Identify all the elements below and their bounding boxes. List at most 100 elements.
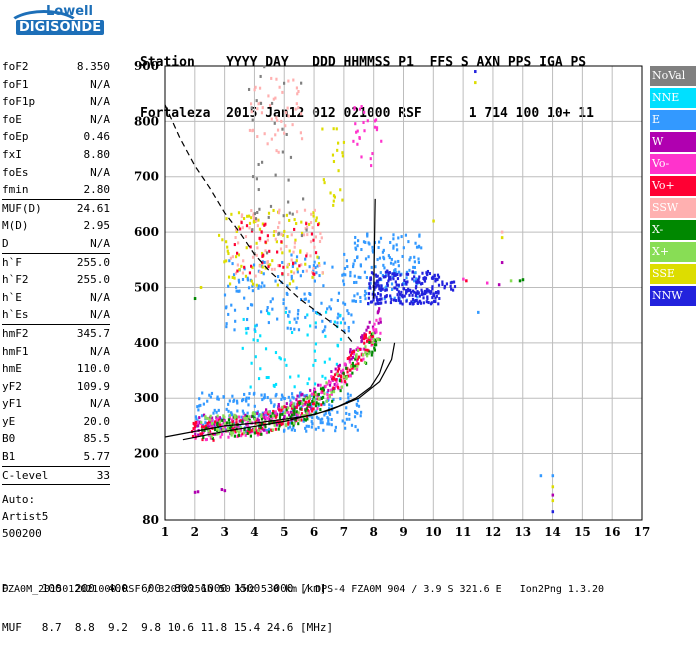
echo-point bbox=[330, 375, 333, 379]
echo-point bbox=[303, 292, 306, 296]
echo-point bbox=[390, 298, 393, 302]
footer-muf-row: MUF 8.7 8.8 9.2 9.8 10.6 11.8 15.4 24.6 … bbox=[2, 621, 334, 634]
echo-point bbox=[384, 295, 387, 299]
echo-point bbox=[299, 274, 302, 278]
echo-point bbox=[303, 208, 307, 212]
parameter-panel: foF2 8.350 foF1 N/A foF1p N/A foE N/A foEp 0.46 fx… bbox=[2, 58, 110, 542]
param-value: 345.7 bbox=[76, 326, 110, 340]
echo-point bbox=[360, 347, 363, 351]
echo-point bbox=[321, 386, 325, 390]
echo-point bbox=[424, 276, 428, 280]
echo-point bbox=[271, 428, 274, 432]
echo-point bbox=[250, 303, 254, 307]
polarization-legend: NoVal NNE E W Vo- Vo+ SSW X- X+ SSE NNW bbox=[650, 66, 696, 308]
echo-point bbox=[340, 385, 343, 389]
echo-point bbox=[326, 422, 329, 426]
echo-point bbox=[289, 375, 292, 379]
echo-point bbox=[312, 272, 315, 276]
echo-point bbox=[253, 404, 256, 408]
echo-point bbox=[411, 297, 415, 301]
echo-point bbox=[373, 340, 376, 344]
echo-point bbox=[266, 306, 269, 310]
echo-point bbox=[368, 282, 371, 286]
echo-point bbox=[252, 338, 255, 342]
echo-point bbox=[384, 300, 387, 304]
echo-point bbox=[340, 378, 343, 382]
echo-point bbox=[227, 409, 230, 413]
echo-point bbox=[356, 346, 359, 350]
echo-point bbox=[371, 335, 375, 339]
param-row: M(D) 2.95 bbox=[2, 217, 110, 235]
echo-point bbox=[360, 248, 363, 252]
echo-point bbox=[261, 281, 264, 285]
x-tick-label: 12 bbox=[485, 525, 502, 539]
trace-curve bbox=[182, 342, 396, 441]
echo-point bbox=[227, 284, 230, 288]
echo-point bbox=[310, 232, 314, 236]
echo-point bbox=[323, 392, 326, 396]
echo-point bbox=[399, 273, 402, 277]
echo-point bbox=[347, 326, 350, 330]
echo-point bbox=[360, 339, 363, 343]
echo-point bbox=[388, 271, 391, 275]
echo-point bbox=[287, 314, 290, 318]
echo-point bbox=[310, 405, 313, 409]
echo-point bbox=[273, 267, 276, 271]
echo-point bbox=[352, 350, 356, 354]
echo-point bbox=[288, 211, 291, 215]
echo-point bbox=[275, 149, 278, 153]
echo-point bbox=[347, 374, 351, 378]
echo-point bbox=[286, 284, 289, 288]
echo-point bbox=[323, 413, 326, 417]
echo-point bbox=[425, 300, 428, 304]
echo-point bbox=[271, 412, 274, 416]
echo-point bbox=[215, 410, 218, 414]
y-tick-label: 500 bbox=[134, 280, 159, 294]
echo-point bbox=[405, 282, 408, 286]
echo-point bbox=[313, 245, 316, 249]
echo-point bbox=[311, 402, 315, 406]
param-name: fxI bbox=[2, 147, 22, 161]
x-tick-label: 14 bbox=[544, 525, 561, 539]
echo-point bbox=[348, 417, 351, 421]
echo-point bbox=[334, 378, 337, 382]
param-value: 0.46 bbox=[83, 130, 111, 144]
echo-point bbox=[276, 275, 280, 279]
echo-point bbox=[275, 240, 278, 244]
echo-point bbox=[336, 410, 339, 414]
echo-point bbox=[245, 246, 248, 250]
echo-point bbox=[246, 424, 249, 428]
echo-point bbox=[228, 421, 231, 425]
echo-point bbox=[300, 298, 303, 302]
x-tick-label: 13 bbox=[514, 525, 531, 539]
echo-point bbox=[229, 256, 232, 260]
echo-point bbox=[202, 402, 205, 406]
echo-point bbox=[241, 418, 245, 422]
echo-point bbox=[363, 332, 366, 336]
echo-point bbox=[295, 320, 298, 324]
echo-point bbox=[295, 259, 298, 263]
echo-point bbox=[357, 362, 360, 366]
echo-point bbox=[265, 251, 269, 255]
echo-point bbox=[225, 421, 229, 425]
echo-point bbox=[339, 313, 342, 317]
echo-point bbox=[303, 394, 306, 398]
echo-point bbox=[353, 415, 357, 419]
echo-point bbox=[337, 291, 341, 295]
echo-point bbox=[367, 255, 370, 259]
echo-point bbox=[250, 110, 253, 114]
echo-point bbox=[352, 352, 356, 356]
echo-point bbox=[277, 150, 280, 154]
echo-point bbox=[497, 283, 501, 287]
echo-point bbox=[407, 289, 410, 293]
echo-point bbox=[213, 423, 216, 427]
echo-point bbox=[259, 430, 262, 434]
echo-point bbox=[320, 397, 323, 401]
echo-point bbox=[286, 416, 289, 420]
echo-point bbox=[333, 373, 337, 377]
echo-point bbox=[348, 412, 351, 416]
y-tick-label: 700 bbox=[134, 170, 159, 184]
echo-point bbox=[275, 423, 278, 427]
echo-point bbox=[354, 366, 357, 370]
echo-point bbox=[240, 415, 243, 419]
